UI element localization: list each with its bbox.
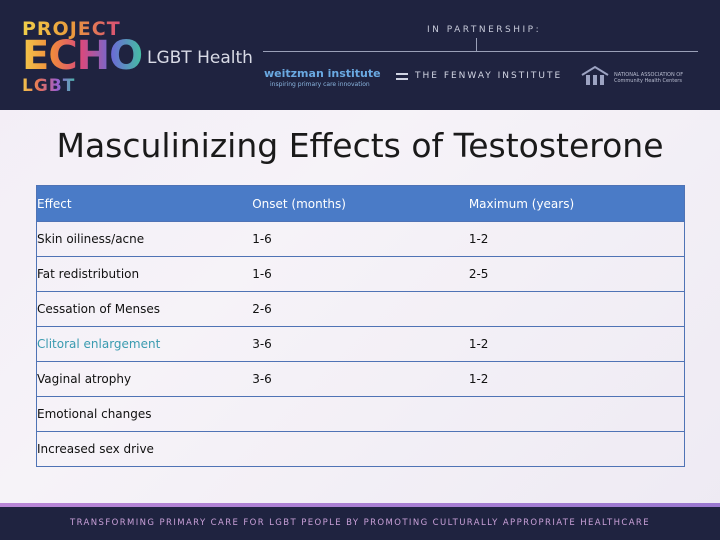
cell-effect: Emotional changes [36, 396, 253, 432]
cell-effect: Increased sex drive [36, 431, 253, 467]
column-header-effect: Effect [36, 185, 253, 222]
logo-project-text: PROJECT [22, 18, 121, 40]
fenway-mark-icon [396, 73, 408, 80]
cell-maximum: 1-2 [468, 221, 685, 257]
column-header-maximum: Maximum (years) [468, 185, 685, 222]
cell-onset: 3-6 [252, 326, 469, 362]
table-row: Cessation of Menses 2-6 [36, 291, 685, 327]
logo-echo-text: ECHO [22, 33, 143, 79]
cell-onset [252, 431, 469, 467]
partnership-divider-vertical [476, 38, 477, 51]
slide-title: Masculinizing Effects of Testosterone [56, 126, 664, 165]
footer-tagline: TRANSFORMING PRIMARY CARE FOR LGBT PEOPL… [70, 518, 650, 528]
cell-onset: 2-6 [252, 291, 469, 327]
cell-maximum [468, 291, 685, 327]
cell-effect: Cessation of Menses [36, 291, 253, 327]
cell-maximum [468, 431, 685, 467]
cell-maximum: 2-5 [468, 256, 685, 292]
cell-onset [252, 396, 469, 432]
table-header-row: Effect Onset (months) Maximum (years) [36, 185, 685, 222]
weitzman-tagline: inspiring primary care innovation [270, 81, 370, 88]
cell-effect: Vaginal atrophy [36, 361, 253, 397]
logo-lgbt-text: LGBT [22, 76, 76, 96]
cell-effect: Clitoral enlargement [36, 326, 253, 362]
partnership-label: IN PARTNERSHIP: [427, 25, 542, 35]
table-row: Fat redistribution 1-6 2-5 [36, 256, 685, 292]
partnership-divider-horizontal [263, 51, 698, 52]
cell-maximum [468, 396, 685, 432]
footer-accent-stripe [0, 503, 720, 507]
nachc-logo: NATIONAL ASSOCIATION OF Community Health… [614, 72, 684, 84]
table-row: Vaginal atrophy 3-6 1-2 [36, 361, 685, 397]
table-row: Clitoral enlargement 3-6 1-2 [36, 326, 685, 362]
cell-effect: Fat redistribution [36, 256, 253, 292]
table-row: Skin oiliness/acne 1-6 1-2 [36, 221, 685, 257]
cell-effect: Skin oiliness/acne [36, 221, 253, 257]
cell-onset: 3-6 [252, 361, 469, 397]
fenway-logo: THE FENWAY INSTITUTE [415, 71, 563, 81]
house-icon [581, 65, 609, 85]
cell-onset: 1-6 [252, 256, 469, 292]
logo-health-text: LGBT Health [147, 48, 253, 68]
footer-band: TRANSFORMING PRIMARY CARE FOR LGBT PEOPL… [0, 507, 720, 540]
header-band: PROJECT ECHO LGBT LGBT Health IN PARTNER… [0, 0, 720, 110]
table-row: Emotional changes [36, 396, 685, 432]
column-header-onset: Onset (months) [252, 185, 469, 222]
table-row: Increased sex drive [36, 431, 685, 467]
weitzman-logo: weitzman institute [264, 67, 381, 80]
effects-table: Effect Onset (months) Maximum (years) Sk… [36, 185, 685, 467]
cell-onset: 1-6 [252, 221, 469, 257]
cell-maximum: 1-2 [468, 326, 685, 362]
cell-maximum: 1-2 [468, 361, 685, 397]
